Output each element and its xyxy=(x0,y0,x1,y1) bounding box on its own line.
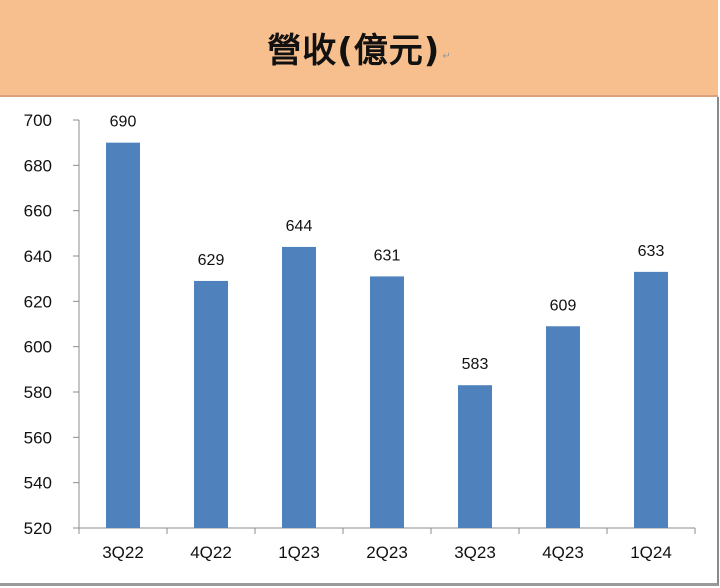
chart-frame: 520 540 560 580 600 620 640 660 680 700 690 3Q22 629… xyxy=(0,97,719,586)
data-label: 633 xyxy=(638,243,665,260)
data-label: 629 xyxy=(198,252,225,269)
data-label: 631 xyxy=(374,247,401,264)
data-label: 583 xyxy=(462,356,489,373)
x-category-label: 3Q23 xyxy=(454,543,496,562)
bar-3q22 xyxy=(106,142,140,528)
x-category-label: 1Q24 xyxy=(630,543,672,562)
y-tick-label: 520 xyxy=(24,519,52,538)
y-tick-label: 680 xyxy=(24,156,52,175)
bar-4q22 xyxy=(194,280,228,528)
x-category-label: 2Q23 xyxy=(366,543,408,562)
bar-4q23 xyxy=(546,326,580,528)
data-label: 609 xyxy=(550,297,577,314)
y-tick-label: 660 xyxy=(24,202,52,221)
x-category-label: 4Q22 xyxy=(190,543,232,562)
bar-chart: 520 540 560 580 600 620 640 660 680 700 690 3Q22 629… xyxy=(24,111,696,562)
y-tick-label: 560 xyxy=(24,428,52,447)
y-tick-label: 600 xyxy=(24,338,52,357)
y-tick-label: 580 xyxy=(24,383,52,402)
bar-2q23 xyxy=(370,276,404,528)
x-category-label: 1Q23 xyxy=(278,543,320,562)
y-tick-label: 640 xyxy=(24,247,52,266)
data-label: 644 xyxy=(286,218,313,235)
bar-1q24 xyxy=(634,271,668,528)
y-tick-label: 700 xyxy=(24,111,52,130)
paragraph-mark-icon: ↵ xyxy=(442,51,451,62)
x-category-label: 4Q23 xyxy=(542,543,584,562)
x-category-label: 3Q22 xyxy=(102,543,144,562)
bar-3q23 xyxy=(458,385,492,528)
y-tick-label: 540 xyxy=(24,474,52,493)
chart-title: 營收(億元) xyxy=(267,31,441,71)
bar-1q23 xyxy=(282,246,316,528)
y-tick-label: 620 xyxy=(24,292,52,311)
chart-title-banner: 營收(億元) ↵ xyxy=(0,0,718,97)
data-label: 690 xyxy=(110,114,137,131)
